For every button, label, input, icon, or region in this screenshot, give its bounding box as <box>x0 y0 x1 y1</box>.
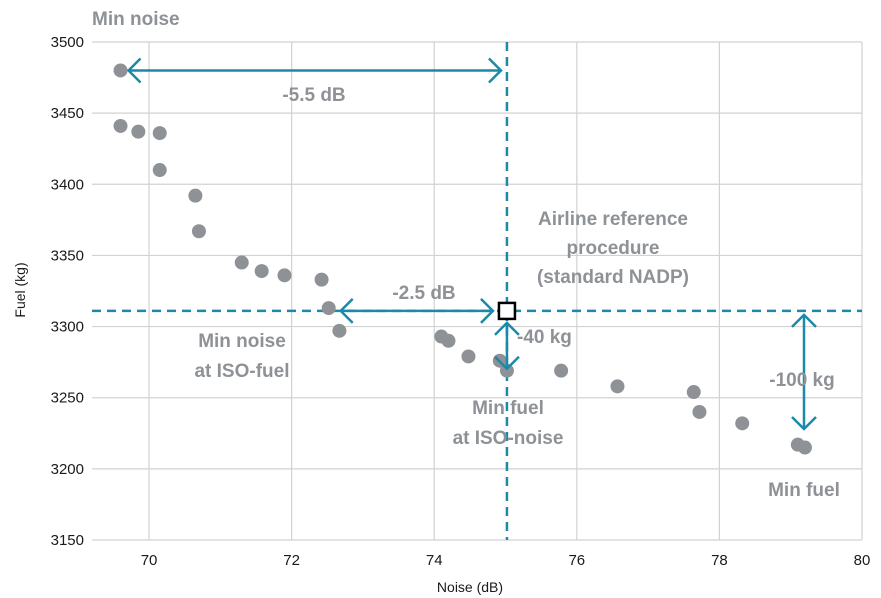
x-tick-label-72: 72 <box>283 552 300 569</box>
data-point-22 <box>692 404 707 419</box>
arrowhead-left <box>126 57 142 84</box>
data-point-19 <box>554 363 569 378</box>
arrowhead-left <box>338 298 354 324</box>
x-tick-label-78: 78 <box>711 552 728 569</box>
y-tick-label-3500: 3500 <box>51 34 84 51</box>
y-tick-label-3450: 3450 <box>51 105 84 122</box>
annotation-reference-line3: (standard NADP) <box>537 267 689 288</box>
x-tick-label-74: 74 <box>426 552 443 569</box>
data-point-23 <box>735 416 750 431</box>
annotation-min-fuel-iso-noise-line1: Min fuel <box>472 398 544 419</box>
data-point-18 <box>499 363 514 378</box>
x-axis-label: Noise (dB) <box>437 579 503 595</box>
annotation-delta-noise-iso-fuel: -2.5 dB <box>392 283 455 304</box>
data-point-1 <box>113 63 128 78</box>
data-point-20 <box>610 379 625 394</box>
data-point-5 <box>152 163 167 178</box>
data-point-3 <box>131 124 146 139</box>
data-point-4 <box>152 126 167 141</box>
annotation-delta-noise-max: -5.5 dB <box>282 85 345 106</box>
data-point-25 <box>797 440 812 455</box>
data-point-16 <box>461 349 476 364</box>
reference-lines <box>92 42 862 540</box>
arrowhead-down <box>494 355 520 371</box>
data-point-8 <box>234 255 249 270</box>
y-tick-label-3250: 3250 <box>51 390 84 407</box>
x-tick-label-80: 80 <box>854 552 871 569</box>
arrowhead-right <box>480 298 495 324</box>
grid <box>92 41 863 541</box>
arrowhead-up <box>494 321 520 336</box>
annotation-min-fuel-iso-noise-line2: at ISO-noise <box>453 428 564 449</box>
x-tick-label-76: 76 <box>568 552 585 569</box>
annotation-min-noise: Min noise <box>92 9 180 30</box>
annotation-min-fuel: Min fuel <box>768 480 840 501</box>
data-point-11 <box>314 272 329 287</box>
y-axis-label: Fuel (kg) <box>12 262 28 317</box>
annotation-reference-line2: procedure <box>567 238 660 259</box>
data-point-2 <box>113 118 128 133</box>
data-point-12 <box>321 301 336 316</box>
reference-point-marker <box>497 301 517 321</box>
x-tick-label-70: 70 <box>141 552 158 569</box>
data-point-15 <box>441 333 456 348</box>
annotation-reference-line1: Airline reference <box>538 209 688 230</box>
data-point-13 <box>332 323 347 338</box>
y-tick-label-3150: 3150 <box>51 532 84 549</box>
data-point-7 <box>191 224 206 239</box>
data-point-6 <box>188 188 203 203</box>
y-tick-label-3400: 3400 <box>51 176 84 193</box>
arrowhead-up <box>791 313 817 328</box>
y-tick-label-3300: 3300 <box>51 319 84 336</box>
data-points <box>113 63 812 455</box>
data-point-21 <box>686 385 701 400</box>
annotation-min-noise-iso-fuel-line1: Min noise <box>198 331 286 352</box>
data-point-9 <box>254 264 269 279</box>
tick-labels: 3150 3200 3250 3300 3350 3400 3450 3500 70 72 74 76… <box>51 34 871 569</box>
annotation-delta-fuel-max: -100 kg <box>769 370 834 391</box>
annotation-min-noise-iso-fuel-line2: at ISO-fuel <box>194 361 289 382</box>
annotations: Min noise -5.5 dB Airline reference proc… <box>92 9 840 501</box>
arrowhead-right <box>488 57 503 84</box>
arrows <box>126 57 817 431</box>
annotation-delta-fuel-iso-noise: -40 kg <box>517 327 572 348</box>
y-tick-label-3350: 3350 <box>51 247 84 264</box>
arrowhead-down <box>791 416 817 431</box>
y-tick-label-3200: 3200 <box>51 461 84 478</box>
data-point-10 <box>277 268 292 283</box>
